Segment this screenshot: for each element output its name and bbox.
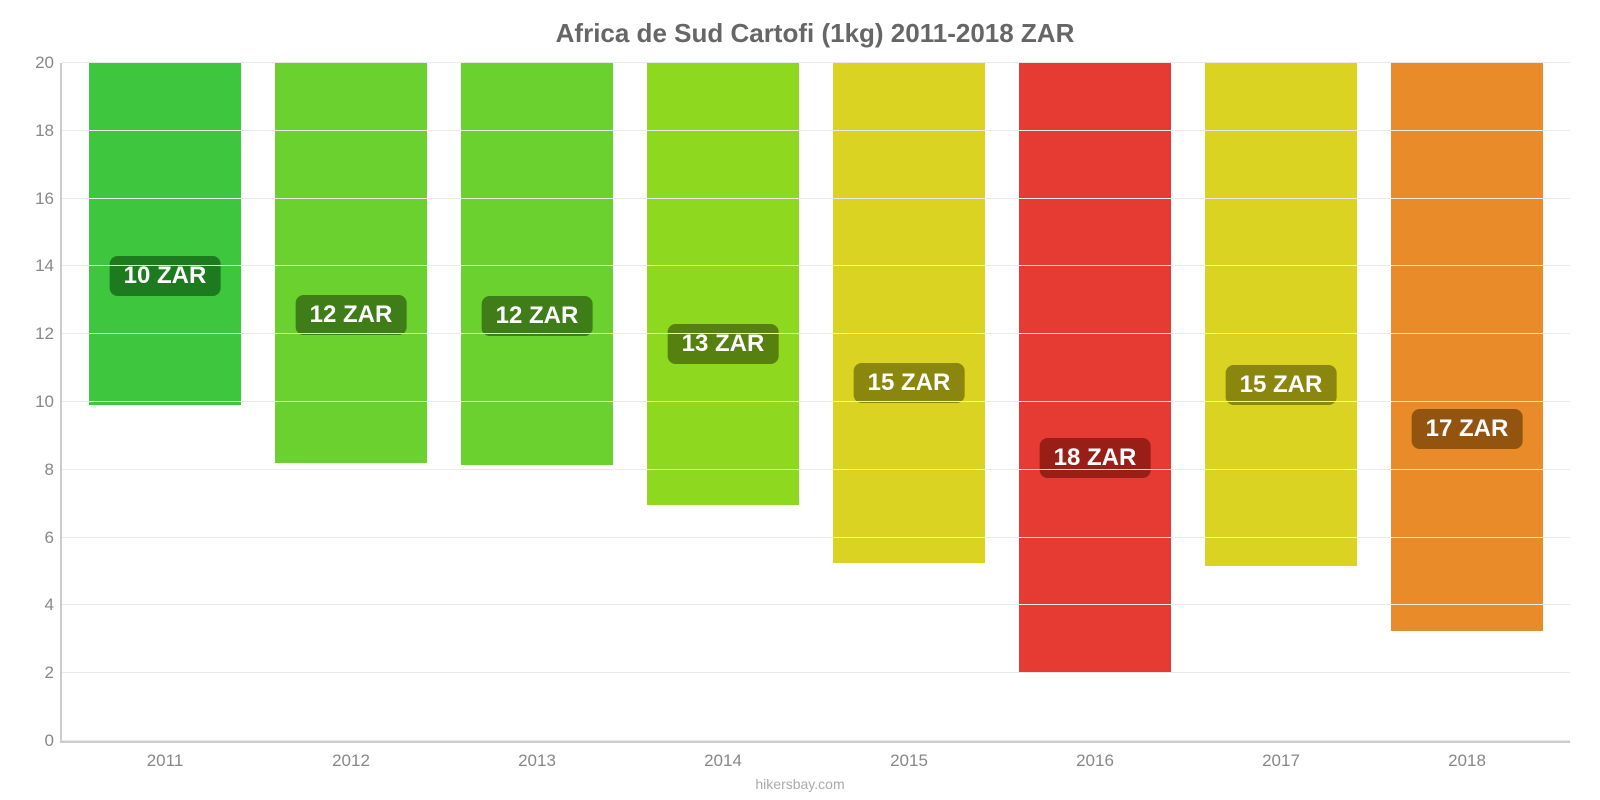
bar: 15 ZAR [1205, 63, 1358, 566]
bar-value-label: 13 ZAR [668, 324, 779, 364]
y-tick-label: 14 [24, 256, 54, 276]
x-tick-label: 2013 [518, 751, 556, 771]
y-tick-label: 2 [24, 663, 54, 683]
bar: 12 ZAR [275, 63, 428, 463]
bar-slot: 10 ZAR2011 [72, 63, 258, 741]
bars-container: 10 ZAR201112 ZAR201212 ZAR201313 ZAR2014… [62, 63, 1570, 741]
x-tick-label: 2018 [1448, 751, 1486, 771]
bar: 10 ZAR [89, 63, 242, 405]
bar-slot: 12 ZAR2012 [258, 63, 444, 741]
bar-value-label: 18 ZAR [1040, 438, 1151, 478]
x-tick-label: 2017 [1262, 751, 1300, 771]
bar-value-label: 10 ZAR [110, 256, 221, 296]
y-tick-label: 4 [24, 595, 54, 615]
bar: 17 ZAR [1391, 63, 1544, 631]
chart-container: Africa de Sud Cartofi (1kg) 2011-2018 ZA… [0, 0, 1600, 800]
bar-slot: 18 ZAR2016 [1002, 63, 1188, 741]
plot-area: 10 ZAR201112 ZAR201212 ZAR201313 ZAR2014… [60, 63, 1570, 743]
bar-value-label: 12 ZAR [296, 295, 407, 335]
gridline [62, 198, 1570, 199]
bar-value-label: 15 ZAR [854, 363, 965, 403]
bar-slot: 15 ZAR2015 [816, 63, 1002, 741]
x-tick-label: 2015 [890, 751, 928, 771]
y-tick-label: 20 [24, 53, 54, 73]
gridline [62, 333, 1570, 334]
bar-slot: 15 ZAR2017 [1188, 63, 1374, 741]
gridline [62, 130, 1570, 131]
x-tick-label: 2011 [147, 751, 184, 771]
y-tick-label: 8 [24, 460, 54, 480]
x-tick-label: 2016 [1076, 751, 1114, 771]
x-tick-label: 2014 [704, 751, 742, 771]
gridline [62, 740, 1570, 741]
bar-slot: 17 ZAR2018 [1374, 63, 1560, 741]
attribution-text: hikersbay.com [755, 776, 844, 792]
chart-title: Africa de Sud Cartofi (1kg) 2011-2018 ZA… [60, 18, 1570, 49]
y-tick-label: 0 [24, 731, 54, 751]
bar-value-label: 15 ZAR [1226, 365, 1337, 405]
gridline [62, 469, 1570, 470]
bar: 12 ZAR [461, 63, 614, 465]
y-tick-label: 18 [24, 121, 54, 141]
x-tick-label: 2012 [332, 751, 370, 771]
gridline [62, 62, 1570, 63]
bar-value-label: 12 ZAR [482, 296, 593, 336]
bar-slot: 12 ZAR2013 [444, 63, 630, 741]
gridline [62, 537, 1570, 538]
y-tick-label: 10 [24, 392, 54, 412]
bar-slot: 13 ZAR2014 [630, 63, 816, 741]
y-tick-label: 16 [24, 189, 54, 209]
gridline [62, 604, 1570, 605]
gridline [62, 401, 1570, 402]
bar: 18 ZAR [1019, 63, 1172, 673]
bar-value-label: 17 ZAR [1412, 409, 1523, 449]
bar: 15 ZAR [833, 63, 986, 563]
gridline [62, 265, 1570, 266]
y-tick-label: 6 [24, 528, 54, 548]
gridline [62, 672, 1570, 673]
y-tick-label: 12 [24, 324, 54, 344]
